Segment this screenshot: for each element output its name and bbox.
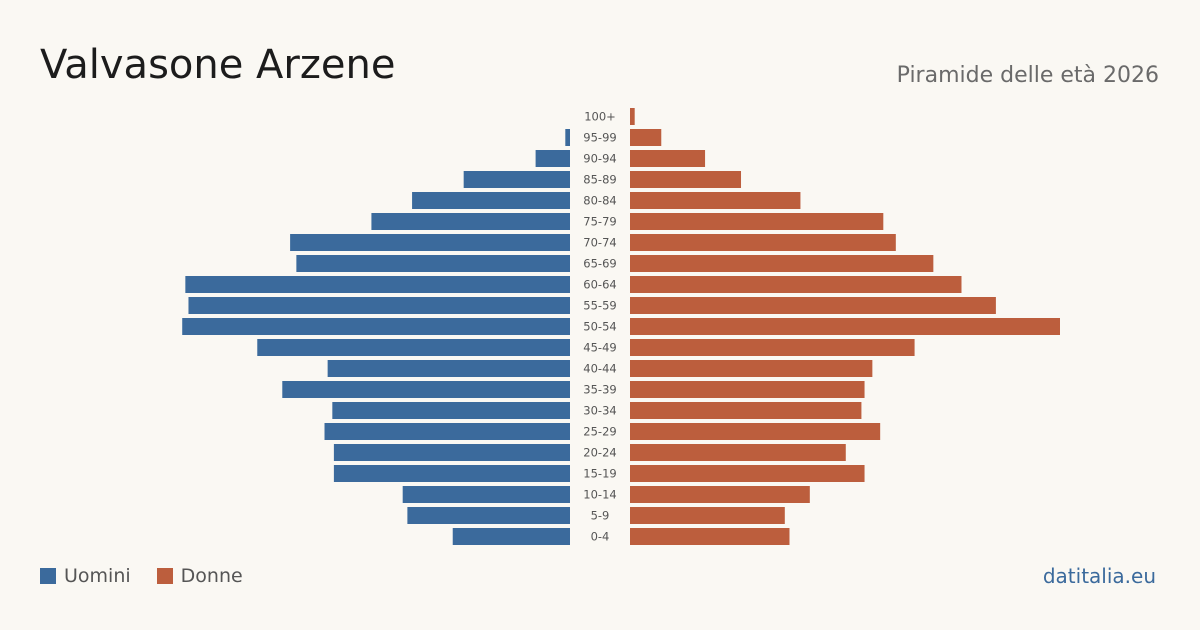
bar-women-40-44 (630, 360, 873, 377)
bar-women-95-99 (630, 129, 662, 146)
age-label-45-49: 45-49 (583, 341, 616, 355)
bar-men-55-59 (188, 297, 571, 314)
chart-subtitle: Piramide delle età 2026 (896, 63, 1159, 88)
age-label-70-74: 70-74 (583, 236, 616, 250)
legend-item-men: Uomini (40, 565, 131, 587)
age-label-100+: 100+ (584, 110, 616, 124)
legend-label-men: Uomini (64, 565, 131, 587)
age-label-80-84: 80-84 (583, 194, 616, 208)
bar-men-0-4 (452, 528, 570, 545)
bar-women-85-89 (630, 171, 742, 188)
legend-item-women: Donne (156, 565, 243, 587)
bar-women-20-24 (630, 444, 846, 461)
source-link[interactable]: datitalia.eu (1042, 564, 1156, 588)
bar-women-50-54 (630, 318, 1060, 335)
bar-women-65-69 (630, 255, 934, 272)
legend-swatch-men (40, 568, 56, 584)
age-label-40-44: 40-44 (583, 362, 616, 376)
age-label-85-89: 85-89 (583, 173, 616, 187)
legend: Uomini Donne (40, 565, 269, 587)
age-label-95-99: 95-99 (583, 131, 616, 145)
bar-men-80-84 (412, 192, 570, 209)
bar-women-15-19 (630, 465, 865, 482)
age-label-0-4: 0-4 (591, 530, 610, 544)
bar-men-60-64 (185, 276, 570, 293)
age-label-65-69: 65-69 (583, 257, 616, 271)
bar-men-45-49 (257, 339, 570, 356)
bar-women-45-49 (630, 339, 915, 356)
age-label-15-19: 15-19 (583, 467, 616, 481)
age-label-50-54: 50-54 (583, 320, 616, 334)
age-label-55-59: 55-59 (583, 299, 616, 313)
bar-men-70-74 (290, 234, 570, 251)
bar-men-5-9 (407, 507, 570, 524)
bar-women-90-94 (630, 150, 706, 167)
bar-men-35-39 (282, 381, 570, 398)
bar-men-95-99 (565, 129, 570, 146)
bar-men-75-79 (371, 213, 570, 230)
bar-men-90-94 (535, 150, 570, 167)
bar-men-25-29 (324, 423, 570, 440)
age-label-10-14: 10-14 (583, 488, 616, 502)
bar-women-25-29 (630, 423, 881, 440)
age-label-5-9: 5-9 (591, 509, 610, 523)
bar-women-80-84 (630, 192, 801, 209)
legend-label-women: Donne (180, 565, 243, 587)
bar-women-30-34 (630, 402, 862, 419)
bar-women-75-79 (630, 213, 884, 230)
age-label-35-39: 35-39 (583, 383, 616, 397)
bar-women-5-9 (630, 507, 785, 524)
bar-women-60-64 (630, 276, 962, 293)
age-label-20-24: 20-24 (583, 446, 616, 460)
age-label-90-94: 90-94 (583, 152, 616, 166)
bar-women-100+ (630, 108, 635, 125)
bar-women-70-74 (630, 234, 896, 251)
age-label-60-64: 60-64 (583, 278, 616, 292)
bar-men-40-44 (327, 360, 570, 377)
bar-women-10-14 (630, 486, 810, 503)
bar-men-50-54 (182, 318, 570, 335)
bar-men-30-34 (332, 402, 570, 419)
age-label-25-29: 25-29 (583, 425, 616, 439)
page-title: Valvasone Arzene (40, 42, 396, 88)
bar-men-85-89 (463, 171, 570, 188)
age-label-30-34: 30-34 (583, 404, 616, 418)
bar-men-20-24 (333, 444, 570, 461)
bar-women-55-59 (630, 297, 996, 314)
bar-women-35-39 (630, 381, 865, 398)
bar-men-15-19 (333, 465, 570, 482)
age-label-75-79: 75-79 (583, 215, 616, 229)
bar-men-65-69 (296, 255, 570, 272)
bar-men-10-14 (402, 486, 570, 503)
bar-women-0-4 (630, 528, 790, 545)
legend-swatch-women (156, 568, 173, 584)
